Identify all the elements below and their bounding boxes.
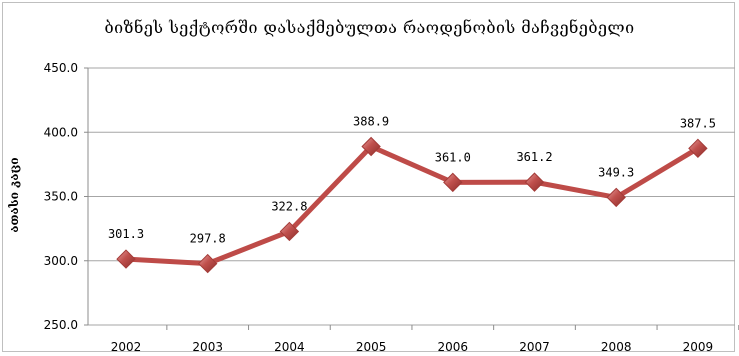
x-tick-label: 2006 <box>438 340 469 354</box>
x-tick-label: 2003 <box>192 340 223 354</box>
data-point-marker <box>361 136 381 157</box>
data-point-marker <box>524 172 545 192</box>
x-tick-label: 2004 <box>274 340 305 354</box>
x-tick-label: 2007 <box>519 340 550 354</box>
data-label: 387.5 <box>680 116 716 130</box>
y-tick-label: 250.0 <box>44 318 78 332</box>
data-label: 361.2 <box>516 150 552 164</box>
x-tick-label: 2002 <box>111 340 142 354</box>
data-point-marker <box>688 138 708 159</box>
chart-title: ბიზნეს სექტორში დასაქმებულთა რაოდენობის … <box>104 18 635 37</box>
x-tick-label: 2009 <box>683 340 714 354</box>
series-line <box>123 144 701 267</box>
data-label: 297.8 <box>190 232 226 246</box>
chart-frame <box>2 2 735 352</box>
y-tick-label: 400.0 <box>44 125 78 139</box>
data-point-marker <box>116 249 136 269</box>
y-tick-label: 450.0 <box>44 61 78 75</box>
y-tick-label: 300.0 <box>44 254 78 268</box>
y-tick-label: 350.0 <box>44 190 78 204</box>
data-label: 388.9 <box>353 115 389 129</box>
x-tick-label: 2005 <box>356 340 387 354</box>
data-label: 361.0 <box>435 150 471 164</box>
data-label: 301.3 <box>108 227 144 241</box>
data-point-marker <box>443 172 463 193</box>
data-point-marker <box>197 253 218 274</box>
data-label: 322.8 <box>271 199 307 213</box>
x-tick-label: 2008 <box>601 340 632 354</box>
data-label: 349.3 <box>598 165 634 179</box>
data-point-marker <box>606 187 626 208</box>
data-point-marker <box>279 221 300 242</box>
